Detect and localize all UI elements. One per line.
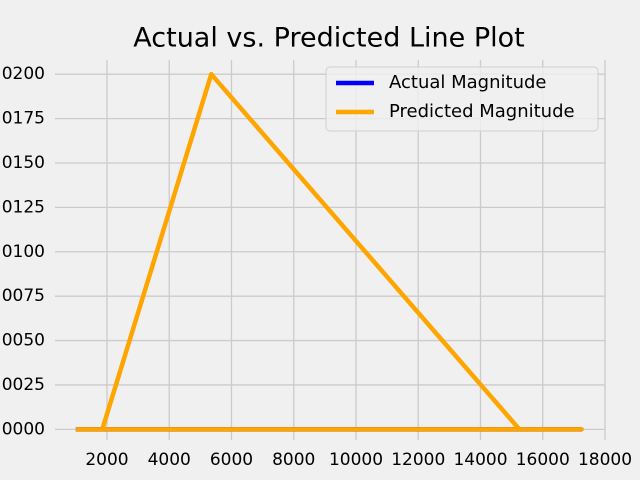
y-tick-label: 0.0150	[0, 153, 45, 173]
x-tick-label: 16000	[516, 450, 570, 470]
data-line	[75, 71, 584, 432]
x-tick-label: 8000	[272, 450, 315, 470]
y-tick-label: 0.0200	[0, 64, 45, 84]
chart-title: Actual vs. Predicted Line Plot	[133, 23, 524, 54]
y-tick-label: 0.0175	[0, 109, 45, 129]
y-tick-label: 0.0075	[0, 286, 45, 306]
y-tick-label: 0.0025	[0, 375, 45, 395]
y-tick-label: 0.0100	[0, 242, 45, 262]
y-tick-label: 0.0050	[0, 331, 45, 351]
x-tick-label: 10000	[329, 450, 383, 470]
x-tick-label: 14000	[453, 450, 507, 470]
legend-label: Actual Magnitude	[389, 72, 546, 93]
x-axis-label: Index	[302, 479, 357, 480]
legend-box	[325, 66, 599, 132]
x-tick-label: 6000	[210, 450, 253, 470]
legend: Actual Magnitude Predicted Magnitude	[325, 66, 599, 132]
x-tick-label: 4000	[148, 450, 191, 470]
legend-label: Predicted Magnitude	[389, 101, 575, 122]
y-tick-label: 0.0000	[0, 419, 45, 439]
x-tick-label: 12000	[391, 450, 445, 470]
x-tick-label: 18000	[578, 450, 632, 470]
x-tick-label: 2000	[85, 450, 128, 470]
y-tick-label: 0.0125	[0, 197, 45, 217]
